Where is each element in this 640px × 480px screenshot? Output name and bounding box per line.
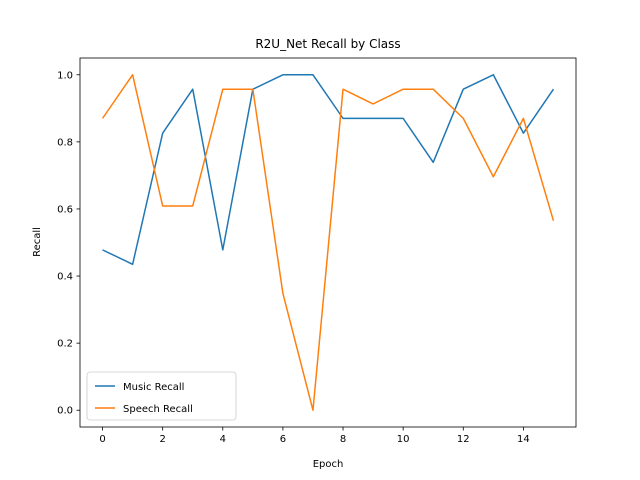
- legend-box: [86, 371, 237, 421]
- plot-area: [79, 57, 577, 428]
- y-axis-ticks: 0.0 0.2 0.4 0.6 0.8 1.0: [57, 70, 80, 417]
- y-axis-label: Recall: [32, 227, 43, 257]
- x-tick-label: 8: [340, 434, 346, 445]
- chart-title: R2U_Net Recall by Class: [255, 37, 400, 51]
- series-line-music-recall: [102, 74, 555, 266]
- x-tick-label: 0: [99, 434, 105, 445]
- axes-frame: [79, 57, 577, 428]
- series-line-speech-recall: [101, 74, 555, 411]
- y-tick-label: 1.0: [57, 70, 73, 81]
- x-tick-label: 12: [457, 434, 470, 445]
- y-tick-label: 0.4: [57, 272, 73, 283]
- y-tick-label: 0.8: [57, 137, 73, 148]
- legend: Music Recall Speech Recall: [86, 371, 237, 421]
- legend-entry-label: Speech Recall: [123, 404, 193, 415]
- x-tick-label: 10: [397, 434, 410, 445]
- series-layer: [101, 74, 555, 411]
- y-tick-label: 0.2: [57, 339, 73, 350]
- x-tick-label: 14: [517, 434, 530, 445]
- y-tick-label: 0.6: [57, 204, 73, 215]
- x-tick-label: 4: [220, 434, 226, 445]
- x-axis-ticks: 0 2 4 6 8 10 12 14: [99, 427, 530, 445]
- x-tick-label: 6: [280, 434, 286, 445]
- x-tick-label: 2: [159, 434, 165, 445]
- x-axis-label: Epoch: [313, 459, 344, 470]
- y-tick-label: 0.0: [57, 406, 73, 417]
- legend-entry-label: Music Recall: [123, 382, 184, 393]
